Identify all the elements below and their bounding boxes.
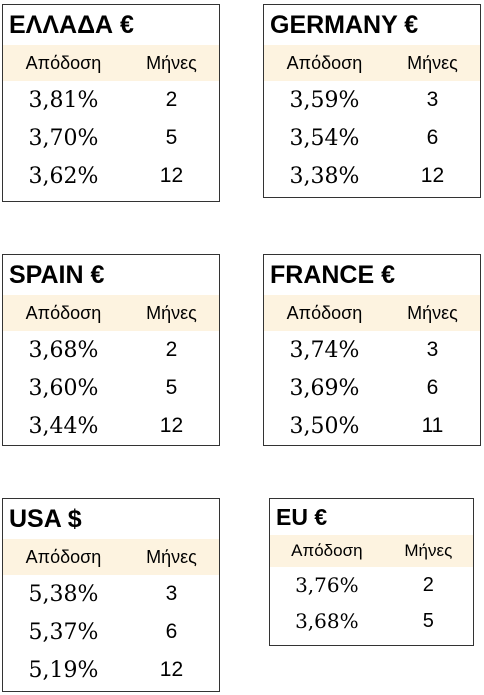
yield-value: 3,60%	[28, 375, 99, 401]
table-row: 3,69% 6	[264, 369, 480, 407]
table-row: 3,74% 3	[264, 331, 480, 369]
months-header: Μήνες	[407, 52, 458, 73]
months-value: 3	[426, 338, 439, 361]
yield-value: 3,59%	[289, 87, 360, 113]
yield-card-greece: ΕΛΛΑΔΑ € Απόδοση Μήνες 3,81% 2 3,70% 5 3…	[2, 4, 220, 202]
table-row: 5,19% 12	[3, 651, 219, 689]
card-title: EU €	[276, 504, 328, 530]
card-title: SPAIN €	[9, 261, 105, 289]
card-title: GERMANY €	[270, 11, 419, 39]
table-row: 3,59% 3	[264, 81, 480, 119]
yield-header: Απόδοση	[286, 52, 363, 73]
yield-card-eu: EU € Απόδοση Μήνες 3,76% 2 3,68% 5	[269, 498, 474, 646]
yield-value: 3,76%	[295, 573, 359, 597]
table-row: 5,37% 6	[3, 613, 219, 651]
yield-value: 3,69%	[289, 375, 360, 401]
yield-value: 3,50%	[289, 413, 360, 439]
months-value: 5	[165, 376, 178, 399]
table-row: 3,68% 2	[3, 331, 219, 369]
table-row: 3,62% 12	[3, 157, 219, 195]
table-row: 3,44% 12	[3, 407, 219, 445]
table-header: Απόδοση Μήνες	[270, 535, 473, 567]
months-header: Μήνες	[407, 302, 458, 323]
months-value: 2	[165, 88, 178, 111]
table-row: 3,60% 5	[3, 369, 219, 407]
months-value: 12	[159, 164, 184, 187]
yield-header: Απόδοση	[286, 302, 363, 323]
yield-value: 3,54%	[289, 125, 360, 151]
table-row: 3,76% 2	[270, 567, 473, 603]
yield-header: Απόδοση	[25, 52, 102, 73]
months-header: Μήνες	[146, 52, 197, 73]
yield-card-germany: GERMANY € Απόδοση Μήνες 3,59% 3 3,54% 6 …	[263, 4, 481, 198]
table-row: 3,81% 2	[3, 81, 219, 119]
table-header: Απόδοση Μήνες	[3, 539, 219, 575]
months-value: 6	[165, 620, 178, 643]
months-value: 12	[159, 414, 184, 437]
table-header: Απόδοση Μήνες	[3, 45, 219, 81]
yield-value: 3,68%	[28, 337, 99, 363]
table-row: 3,70% 5	[3, 119, 219, 157]
table-row: 5,38% 3	[3, 575, 219, 613]
yield-card-france: FRANCE € Απόδοση Μήνες 3,74% 3 3,69% 6 3…	[263, 254, 481, 446]
table-header: Απόδοση Μήνες	[3, 295, 219, 331]
months-header: Μήνες	[146, 546, 197, 567]
card-title: ΕΛΛΑΔΑ €	[9, 11, 134, 39]
months-value: 12	[420, 164, 445, 187]
card-title: USA $	[9, 505, 82, 533]
yield-value: 3,38%	[289, 163, 360, 189]
yield-value: 3,81%	[28, 87, 99, 113]
yield-value: 3,74%	[289, 337, 360, 363]
yield-value: 5,19%	[28, 657, 99, 683]
months-value: 6	[426, 126, 439, 149]
yield-value: 3,62%	[28, 163, 99, 189]
months-value: 6	[426, 376, 439, 399]
months-header: Μήνες	[146, 302, 197, 323]
table-row: 3,68% 5	[270, 603, 473, 639]
yield-value: 5,38%	[28, 581, 99, 607]
table-row: 3,54% 6	[264, 119, 480, 157]
months-value: 5	[422, 609, 434, 632]
months-header: Μήνες	[404, 541, 453, 560]
card-title: FRANCE €	[270, 261, 396, 289]
yield-value: 3,68%	[295, 609, 359, 633]
months-value: 2	[165, 338, 178, 361]
yield-value: 3,70%	[28, 125, 99, 151]
months-value: 3	[165, 582, 178, 605]
months-value: 5	[165, 126, 178, 149]
yield-header: Απόδοση	[25, 302, 102, 323]
yield-value: 5,37%	[28, 619, 99, 645]
months-value: 2	[422, 573, 434, 596]
table-header: Απόδοση Μήνες	[264, 45, 480, 81]
table-row: 3,50% 11	[264, 407, 480, 445]
table-row: 3,38% 12	[264, 157, 480, 195]
months-value: 11	[421, 414, 444, 437]
months-value: 3	[426, 88, 439, 111]
yield-value: 3,44%	[28, 413, 99, 439]
yield-header: Απόδοση	[25, 546, 102, 567]
table-header: Απόδοση Μήνες	[264, 295, 480, 331]
months-value: 12	[159, 658, 184, 681]
yield-card-spain: SPAIN € Απόδοση Μήνες 3,68% 2 3,60% 5 3,…	[2, 254, 220, 446]
yield-header: Απόδοση	[291, 541, 363, 560]
yield-card-usa: USA $ Απόδοση Μήνες 5,38% 3 5,37% 6 5,19…	[2, 498, 220, 692]
